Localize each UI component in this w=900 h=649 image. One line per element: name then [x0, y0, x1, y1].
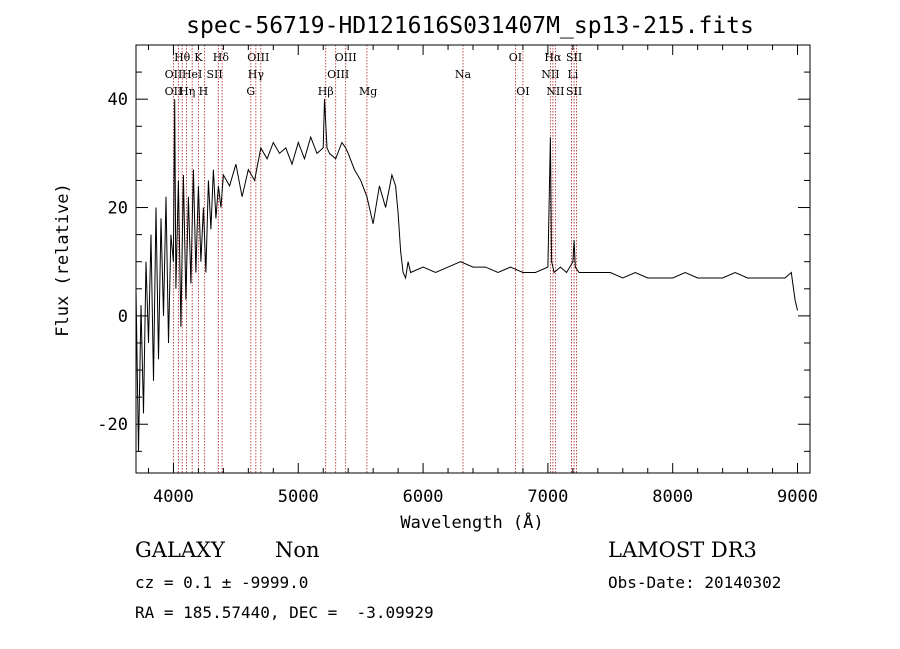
- marker-label-row3-6: OI: [516, 85, 529, 98]
- marker-label-row3-4: Hβ: [318, 85, 334, 98]
- y-tick-label-2: 20: [108, 199, 128, 219]
- marker-label-row3-0: OII: [165, 85, 183, 98]
- x-tick-label-5: 9000: [777, 487, 818, 507]
- x-tick-label-0: 4000: [153, 487, 194, 507]
- marker-label-row2-0: OII: [165, 68, 183, 81]
- y-tick-label-3: 40: [108, 90, 128, 110]
- marker-label-row2-3: Hγ: [248, 68, 265, 81]
- marker-label-row3-1: Hη: [179, 85, 195, 98]
- marker-label-row1-1: K: [194, 51, 203, 64]
- marker-label-row2-1: HeI: [182, 68, 202, 81]
- marker-label-row1-7: SII: [566, 51, 582, 64]
- line-markers: [173, 45, 577, 473]
- marker-label-row1-5: OI: [509, 51, 522, 64]
- marker-label-row3-7: NII: [546, 85, 564, 98]
- x-axis-ticks: 4000 5000 6000 7000 8000 9000: [147, 45, 818, 507]
- chart-title: spec-56719-HD121616S031407M_sp13-215.fit…: [186, 13, 754, 39]
- x-tick-label-1: 5000: [278, 487, 319, 507]
- object-subclass: Non: [275, 538, 320, 562]
- marker-label-row1-2: Hδ: [213, 51, 230, 64]
- marker-label-row3-2: H: [199, 85, 209, 98]
- marker-label-row2-4: OIII: [327, 68, 349, 81]
- obs-date: Obs-Date: 20140302: [608, 573, 782, 592]
- y-tick-label-0: -20: [97, 415, 128, 435]
- x-tick-label-2: 6000: [403, 487, 444, 507]
- marker-label-row1-3: OIII: [247, 51, 269, 64]
- x-axis-label: Wavelength (Å): [400, 511, 543, 533]
- marker-label-row3-5: Mg: [359, 85, 377, 98]
- survey-name: LAMOST DR3: [608, 538, 757, 562]
- object-class: GALAXY: [135, 538, 225, 562]
- x-tick-label-4: 8000: [652, 487, 693, 507]
- marker-label-row3-3: G: [246, 85, 255, 98]
- plot-frame: [135, 44, 811, 474]
- marker-label-row2-7: Li: [567, 68, 578, 81]
- coordinates: RA = 185.57440, DEC = -3.09929: [135, 603, 434, 622]
- marker-label-row2-2: SII: [207, 68, 223, 81]
- marker-label-row2-5: Na: [455, 68, 472, 81]
- marker-label-row3-8: SII: [566, 85, 582, 98]
- y-axis-label: Flux (relative): [53, 183, 73, 337]
- marker-label-row1-6: Hα: [544, 51, 562, 64]
- y-tick-label-1: 0: [118, 307, 128, 327]
- spectrum-line: [135, 99, 798, 452]
- marker-label-row2-6: NII: [541, 68, 559, 81]
- x-tick-label-3: 7000: [527, 487, 568, 507]
- marker-label-row1-0: Hθ: [174, 51, 191, 64]
- marker-label-row1-4: OIII: [335, 51, 357, 64]
- y-axis-ticks: -20 0 20 40: [97, 71, 810, 452]
- redshift-cz: cz = 0.1 ± -9999.0: [135, 573, 309, 592]
